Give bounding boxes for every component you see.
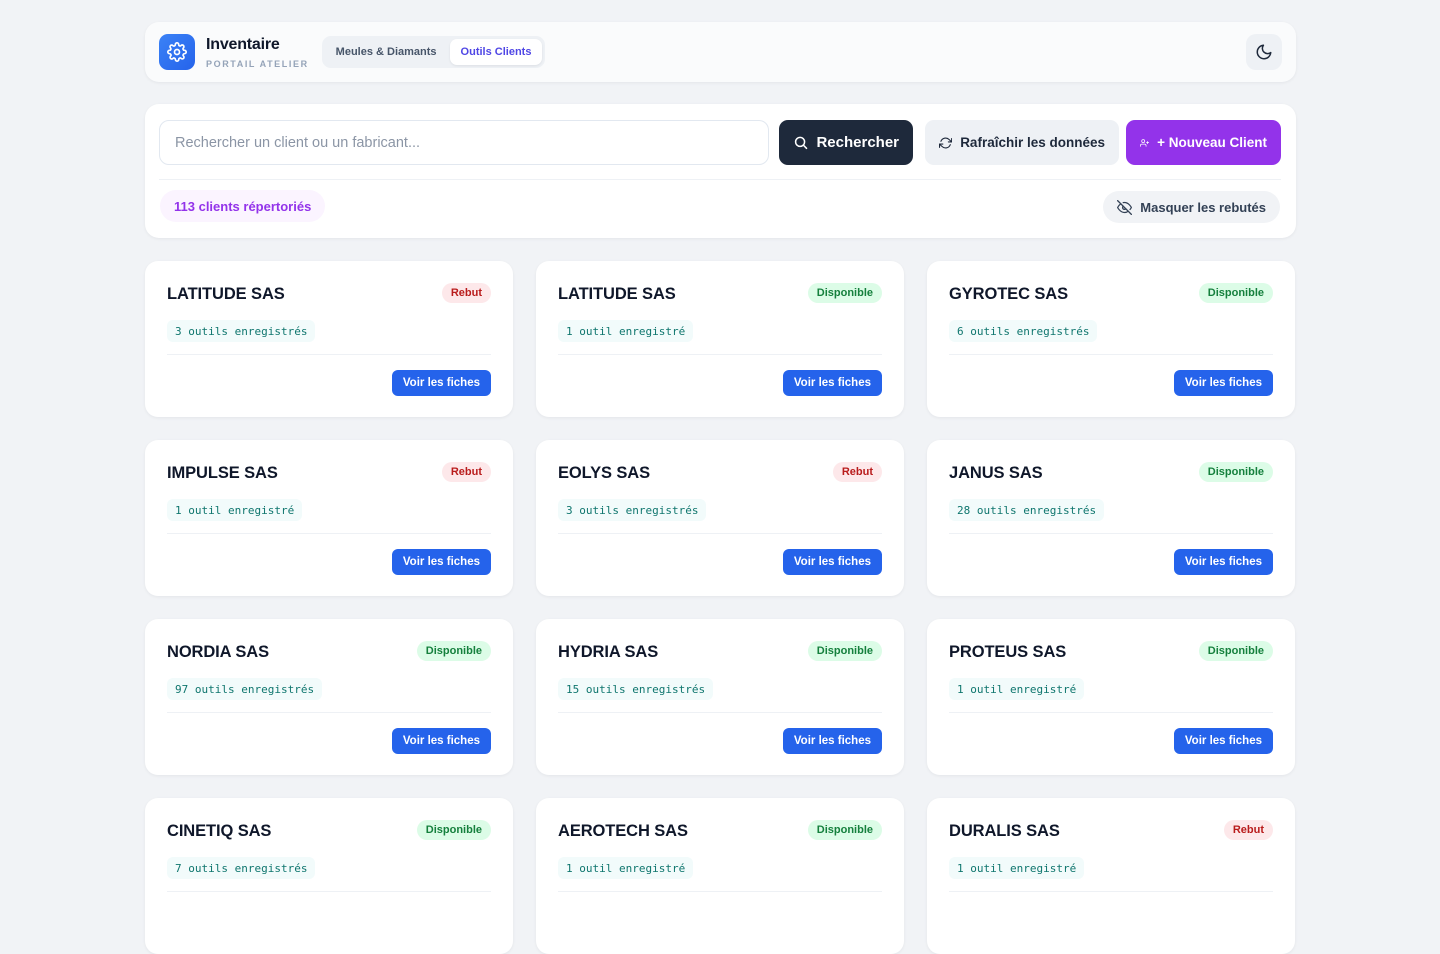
card-divider (949, 533, 1273, 534)
tool-count: 28 outils enregistrés (949, 499, 1105, 521)
search-input[interactable] (159, 120, 769, 165)
app-title: Inventaire (206, 35, 280, 53)
client-name: GYROTEC SAS (949, 285, 1069, 303)
view-records-button[interactable]: Voir les fiches (391, 549, 491, 575)
toolbar-divider (159, 179, 1281, 180)
view-records-button[interactable]: Voir les fiches (782, 549, 882, 575)
card-divider (167, 354, 491, 355)
gear-icon (159, 34, 195, 70)
view-records-button[interactable]: Voir les fiches (391, 728, 491, 754)
status-badge: Disponible (807, 641, 882, 661)
card-divider (558, 533, 882, 534)
client-card: IMPULSE SAS Rebut 1 outil enregistré Voi… (145, 440, 513, 596)
card-divider (949, 891, 1273, 892)
client-card: GYROTEC SAS Disponible 6 outils enregist… (927, 261, 1295, 417)
moon-icon (1256, 44, 1272, 60)
view-records-button[interactable]: Voir les fiches (391, 370, 491, 396)
client-card: JANUS SAS Disponible 28 outils enregistr… (927, 440, 1295, 596)
status-badge: Disponible (1198, 641, 1273, 661)
status-badge: Rebut (441, 462, 491, 482)
tool-count: 1 outil enregistré (949, 857, 1085, 879)
search-icon (794, 136, 808, 150)
client-name: LATITUDE SAS (558, 285, 676, 303)
client-card: AEROTECH SAS Disponible 1 outil enregist… (536, 798, 904, 954)
tool-count: 97 outils enregistrés (167, 678, 323, 700)
status-badge: Disponible (416, 641, 491, 661)
card-divider (167, 533, 491, 534)
refresh-icon (939, 137, 953, 148)
status-badge: Disponible (807, 283, 882, 303)
card-divider (167, 712, 491, 713)
client-name: EOLYS SAS (558, 464, 651, 482)
search-button[interactable]: Rechercher (779, 120, 913, 165)
client-card: NORDIA SAS Disponible 97 outils enregist… (145, 619, 513, 775)
client-card: EOLYS SAS Rebut 3 outils enregistrés Voi… (536, 440, 904, 596)
client-card: LATITUDE SAS Disponible 1 outil enregist… (536, 261, 904, 417)
eye-off-icon (1117, 199, 1133, 215)
card-divider (558, 712, 882, 713)
client-card: CINETIQ SAS Disponible 7 outils enregist… (145, 798, 513, 954)
status-badge: Disponible (416, 820, 491, 840)
card-divider (167, 891, 491, 892)
client-name: LATITUDE SAS (167, 285, 285, 303)
card-divider (949, 354, 1273, 355)
card-divider (949, 712, 1273, 713)
new-client-button-label: + Nouveau Client (1157, 135, 1267, 150)
view-records-button[interactable]: Voir les fiches (782, 728, 882, 754)
hide-scrapped-label: Masquer les rebutés (1140, 199, 1266, 215)
refresh-button[interactable]: Rafraîchir les données (925, 120, 1119, 165)
tool-count: 15 outils enregistrés (558, 678, 714, 700)
search-button-label: Rechercher (816, 134, 899, 151)
search-toolbar: Rechercher Rafraîchir les données + Nouv… (145, 104, 1296, 238)
tab-bar: Meules & Diamants Outils Clients (321, 36, 546, 68)
app-header: Inventaire PORTAIL ATELIER Meules & Diam… (145, 22, 1296, 82)
brand: Inventaire PORTAIL ATELIER (206, 36, 309, 69)
client-card: DURALIS SAS Rebut 1 outil enregistré (927, 798, 1295, 954)
client-name: JANUS SAS (949, 464, 1043, 482)
view-records-button[interactable]: Voir les fiches (1173, 728, 1273, 754)
status-badge: Rebut (1223, 820, 1273, 840)
client-card: PROTEUS SAS Disponible 1 outil enregistr… (927, 619, 1295, 775)
tool-count: 1 outil enregistré (558, 320, 694, 342)
client-name: CINETIQ SAS (167, 822, 272, 840)
search-row: Rechercher Rafraîchir les données + Nouv… (159, 120, 1281, 165)
new-client-button[interactable]: + Nouveau Client (1126, 120, 1281, 165)
status-badge: Rebut (832, 462, 882, 482)
hide-scrapped-button[interactable]: Masquer les rebutés (1103, 191, 1280, 223)
user-plus-icon (1140, 138, 1150, 147)
client-card: LATITUDE SAS Rebut 3 outils enregistrés … (145, 261, 513, 417)
tool-count: 3 outils enregistrés (167, 320, 316, 342)
view-records-button[interactable]: Voir les fiches (782, 370, 882, 396)
tool-count: 7 outils enregistrés (167, 857, 316, 879)
client-count-badge: 113 clients répertoriés (160, 190, 326, 222)
client-name: HYDRIA SAS (558, 643, 659, 661)
status-badge: Disponible (1198, 462, 1273, 482)
app-subtitle: PORTAIL ATELIER (206, 58, 309, 69)
view-records-button[interactable]: Voir les fiches (1173, 549, 1273, 575)
client-card: HYDRIA SAS Disponible 15 outils enregist… (536, 619, 904, 775)
tool-count: 1 outil enregistré (949, 678, 1085, 700)
view-records-button[interactable]: Voir les fiches (1173, 370, 1273, 396)
client-name: AEROTECH SAS (558, 822, 688, 840)
status-badge: Disponible (807, 820, 882, 840)
tool-count: 1 outil enregistré (558, 857, 694, 879)
tool-count: 3 outils enregistrés (558, 499, 707, 521)
status-badge: Rebut (441, 283, 491, 303)
tool-count: 1 outil enregistré (167, 499, 303, 521)
client-name: PROTEUS SAS (949, 643, 1067, 661)
status-badge: Disponible (1198, 283, 1273, 303)
card-divider (558, 354, 882, 355)
theme-toggle-button[interactable] (1246, 34, 1282, 70)
tab-meules-diamants[interactable]: Meules & Diamants (335, 46, 437, 58)
client-name: NORDIA SAS (167, 643, 269, 661)
client-name: IMPULSE SAS (167, 464, 278, 482)
client-name: DURALIS SAS (949, 822, 1060, 840)
card-divider (558, 891, 882, 892)
tab-outils-clients[interactable]: Outils Clients (449, 39, 543, 65)
tool-count: 6 outils enregistrés (949, 320, 1098, 342)
refresh-button-label: Rafraîchir les données (960, 135, 1105, 150)
